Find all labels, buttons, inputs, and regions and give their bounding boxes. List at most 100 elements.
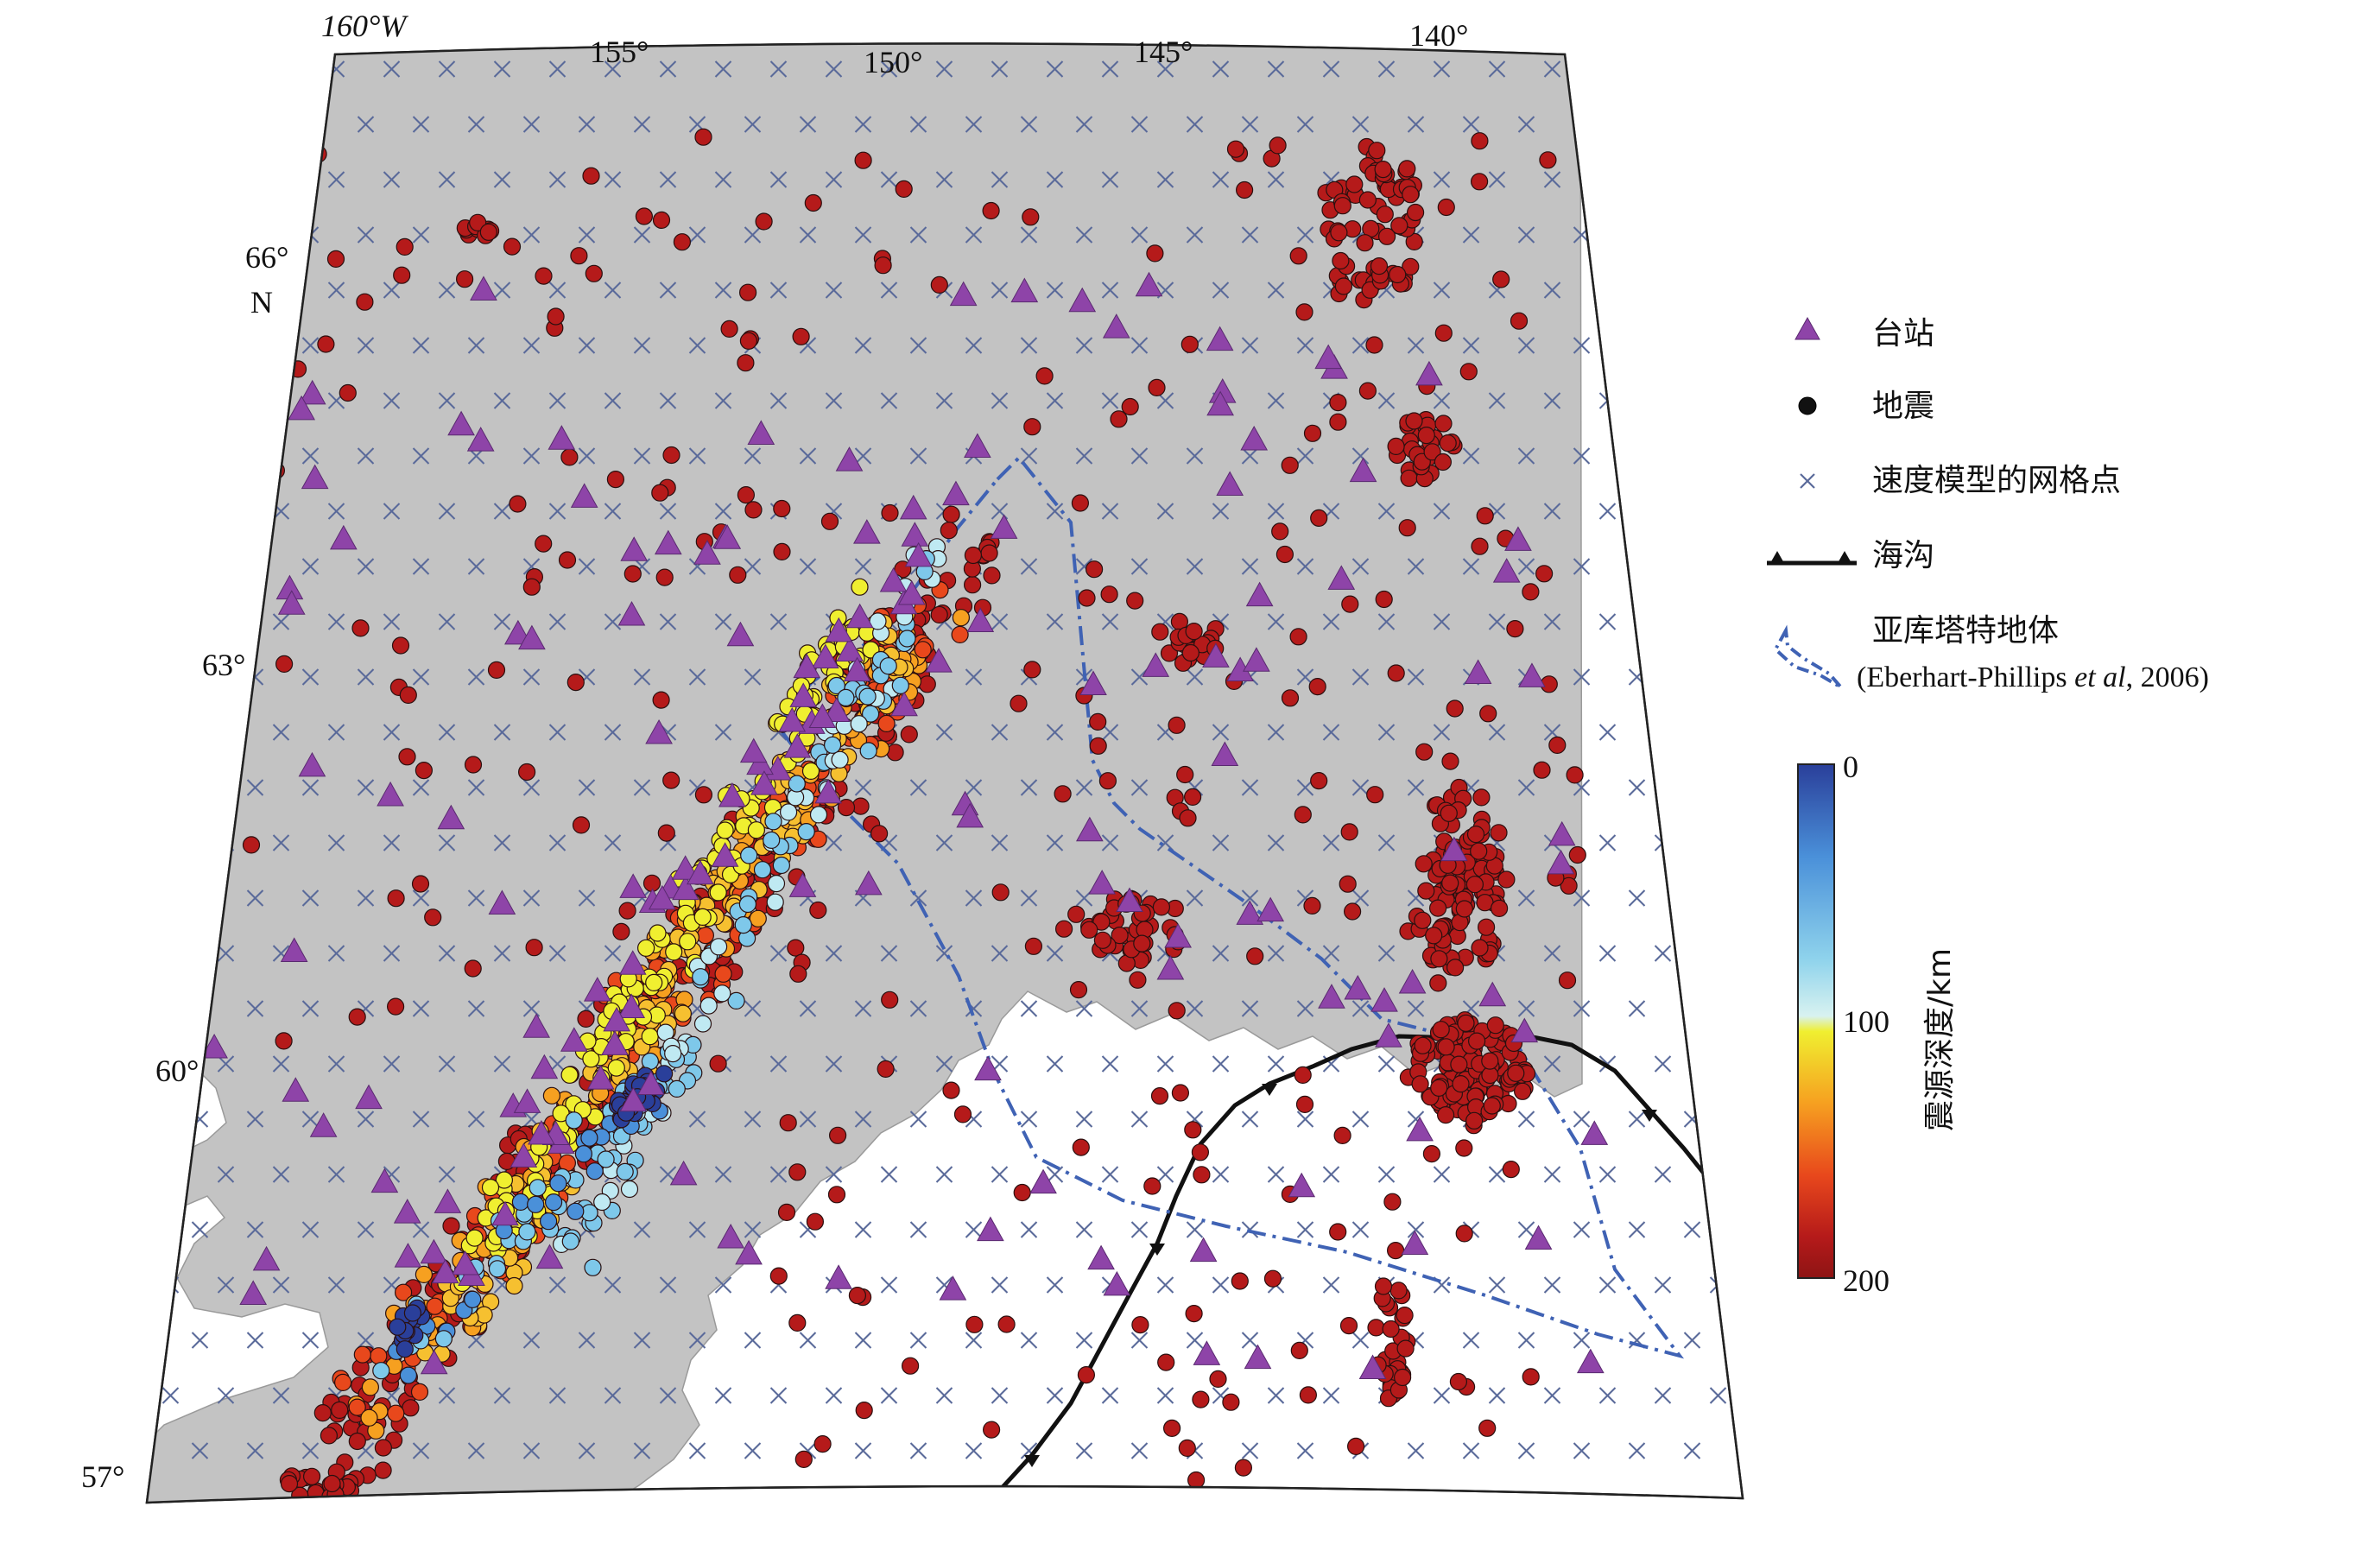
earthquake — [348, 1432, 366, 1451]
grid-point — [217, 945, 235, 962]
earthquake — [877, 714, 896, 733]
grid-point — [1241, 447, 1259, 465]
earthquake — [326, 250, 345, 268]
grid-point — [1101, 60, 1119, 78]
grid-point — [633, 1442, 651, 1459]
grid-point — [1212, 171, 1230, 188]
grid-point — [1598, 1166, 1617, 1183]
earthquake — [1329, 413, 1347, 431]
earthquake — [1465, 876, 1484, 894]
seismic-station — [617, 993, 646, 1018]
grid-point — [1377, 392, 1396, 409]
grid-point — [1296, 226, 1314, 244]
earthquake — [616, 1162, 634, 1181]
seismic-station — [282, 1077, 310, 1102]
seismic-station — [260, 347, 288, 373]
earthquake — [737, 485, 756, 504]
seismic-station — [393, 1199, 421, 1224]
seismic-station — [583, 977, 611, 1002]
grid-point — [854, 1442, 872, 1459]
earthquake — [645, 973, 663, 992]
grid-point — [272, 392, 290, 409]
seismic-station — [1406, 1116, 1434, 1142]
earthquake — [747, 821, 766, 839]
earthquake — [773, 499, 791, 518]
grid-point — [769, 945, 788, 962]
grid-point — [1654, 724, 1672, 741]
grid-point — [1046, 392, 1064, 409]
seismic-station — [1206, 390, 1234, 416]
earthquake — [767, 874, 786, 893]
grid-point — [1683, 116, 1701, 133]
seismic-station — [488, 889, 516, 915]
earthquake — [709, 1054, 727, 1073]
earthquake — [1035, 367, 1054, 385]
grid-point — [467, 337, 485, 354]
grid-point — [1654, 171, 1672, 188]
earthquake — [572, 816, 591, 834]
earthquake — [1294, 806, 1312, 824]
earthquake — [1466, 825, 1485, 844]
earthquake — [1432, 1021, 1450, 1039]
grid-point — [1407, 668, 1425, 686]
grid-point — [147, 447, 154, 465]
grid-point — [191, 226, 209, 244]
grid-point — [327, 1055, 345, 1073]
grid-point — [1709, 724, 1727, 741]
earthquake — [1333, 1126, 1351, 1145]
grid-point — [1267, 503, 1285, 520]
earthquake — [577, 1010, 595, 1029]
grid-point — [1598, 834, 1617, 851]
grid-point — [272, 171, 290, 188]
earthquake — [1510, 312, 1529, 330]
earthquake — [1415, 743, 1434, 761]
grid-point — [383, 834, 401, 851]
seismic-station — [693, 540, 721, 565]
grid-point — [799, 1332, 817, 1349]
earthquake — [348, 1008, 366, 1026]
earthquake — [479, 223, 497, 241]
seismic-station — [530, 1054, 559, 1079]
earthquake — [662, 771, 680, 789]
earthquake — [1471, 939, 1489, 957]
grid-point — [714, 60, 732, 78]
earthquake — [618, 902, 636, 920]
grid-point — [1709, 834, 1727, 851]
grid-point — [1075, 116, 1093, 133]
earthquake — [1129, 971, 1147, 989]
seismic-station — [1087, 1244, 1115, 1270]
seismic-station — [420, 1238, 448, 1264]
earthquake — [1185, 622, 1203, 641]
seismic-station — [1206, 326, 1234, 351]
seismic-station — [711, 842, 739, 867]
grid-point — [1433, 503, 1451, 520]
grid-point — [1130, 779, 1149, 796]
seismic-station — [510, 1142, 538, 1168]
grid-point — [412, 889, 430, 907]
earthquake — [823, 736, 842, 754]
seismic-station — [298, 751, 326, 777]
grid-point — [217, 1387, 235, 1404]
grid-point — [1628, 1221, 1646, 1238]
earthquake — [1013, 1183, 1031, 1202]
grid-point — [1212, 945, 1230, 962]
seismic-station — [1116, 887, 1143, 912]
grid-point — [1628, 558, 1646, 575]
grid-point — [1020, 1221, 1038, 1238]
earthquake — [674, 1004, 693, 1022]
grid-point — [438, 724, 456, 741]
grid-point — [1654, 392, 1672, 409]
grid-point — [1322, 1276, 1340, 1294]
earthquake — [465, 1229, 484, 1247]
earthquake — [240, 392, 258, 410]
earthquake — [794, 1450, 813, 1469]
grid-point — [1075, 1332, 1093, 1349]
grid-point — [301, 1442, 320, 1459]
seismic-station — [949, 281, 978, 307]
earthquake — [773, 542, 791, 561]
grid-point — [578, 889, 596, 907]
grid-point — [1543, 1055, 1561, 1073]
earthquake — [1222, 1393, 1240, 1411]
earthquake — [850, 715, 868, 733]
grid-point — [1020, 1111, 1038, 1128]
